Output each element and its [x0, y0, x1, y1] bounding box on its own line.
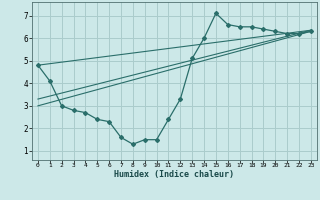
X-axis label: Humidex (Indice chaleur): Humidex (Indice chaleur): [115, 170, 234, 179]
